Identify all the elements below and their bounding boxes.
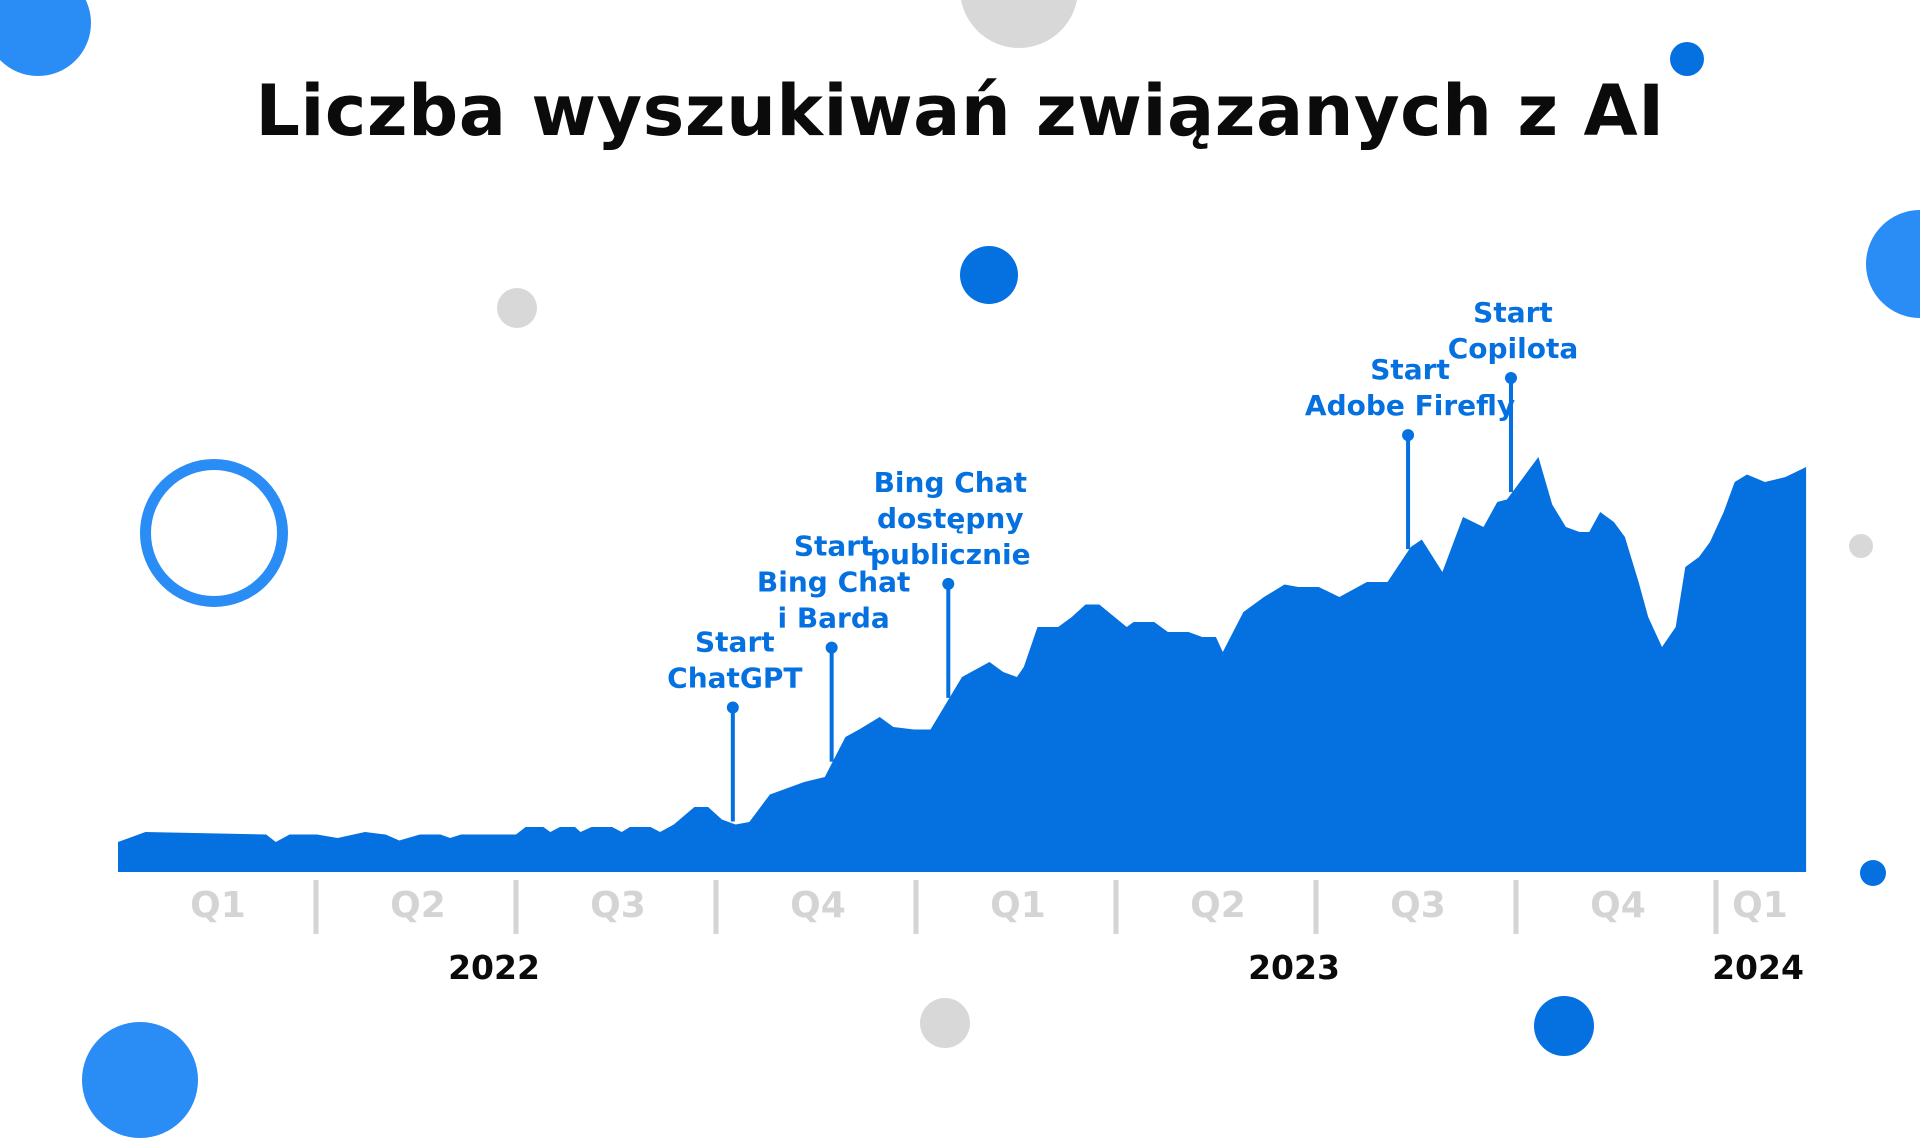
annotation-label: Start: [1473, 296, 1553, 329]
annotation-label: Start: [695, 626, 775, 659]
annotation-dot: [726, 701, 739, 714]
annotation-label: Bing Chat: [757, 566, 910, 599]
x-tick-label: Q3: [590, 885, 646, 926]
annotation-dot: [825, 641, 838, 654]
decorative-ring: [140, 459, 288, 607]
annotation-dot: [942, 577, 955, 590]
decorative-circle: [1849, 534, 1873, 558]
x-tick-label: Q2: [1190, 885, 1246, 926]
x-tick-label: Q3: [1390, 885, 1446, 926]
decorative-circle: [960, 246, 1018, 304]
decorative-circle: [1670, 42, 1704, 76]
annotation-label: Copilota: [1448, 332, 1579, 365]
decorative-circle: [920, 998, 970, 1048]
annotation-label: ChatGPT: [667, 662, 802, 695]
x-tick-label: Q1: [190, 885, 246, 926]
annotation-label: Start: [1370, 353, 1450, 386]
x-tick-label: Q2: [390, 885, 446, 926]
annotation-label: Bing Chat: [874, 466, 1027, 499]
annotation-dot: [1504, 371, 1517, 384]
annotation-label: publicznie: [870, 538, 1031, 571]
year-label: 2023: [1248, 948, 1340, 987]
annotation-label: Adobe Firefly: [1305, 389, 1515, 422]
x-tick-label: Q4: [790, 885, 846, 926]
annotation-label: Start: [794, 530, 874, 563]
decorative-circle: [497, 288, 537, 328]
annotation-label: i Barda: [777, 602, 889, 635]
decorative-circle: [1860, 860, 1886, 886]
annotation-dot: [1402, 429, 1415, 442]
x-tick-label: Q4: [1590, 885, 1646, 926]
year-label: 2024: [1712, 948, 1804, 987]
x-tick-label: Q1: [1732, 885, 1788, 926]
year-label: 2022: [448, 948, 540, 987]
chart-title: Liczba wyszukiwań związanych z AI: [255, 70, 1665, 152]
annotation-label: dostępny: [877, 502, 1024, 535]
decorative-circle: [1534, 996, 1594, 1056]
x-tick-label: Q1: [990, 885, 1046, 926]
search-volume-area: [118, 457, 1807, 872]
